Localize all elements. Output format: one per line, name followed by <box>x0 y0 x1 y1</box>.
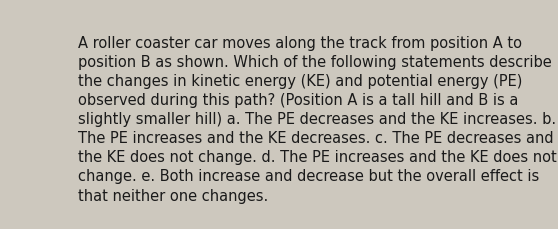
Text: observed during this path? (Position A is a tall hill and B is a: observed during this path? (Position A i… <box>78 93 518 107</box>
Text: the KE does not change. d. The PE increases and the KE does not: the KE does not change. d. The PE increa… <box>78 150 556 165</box>
Text: the changes in kinetic energy (KE) and potential energy (PE): the changes in kinetic energy (KE) and p… <box>78 74 522 88</box>
Text: change. e. Both increase and decrease but the overall effect is: change. e. Both increase and decrease bu… <box>78 169 539 184</box>
Text: position B as shown. Which of the following statements describe: position B as shown. Which of the follow… <box>78 55 551 69</box>
Text: The PE increases and the KE decreases. c. The PE decreases and: The PE increases and the KE decreases. c… <box>78 131 553 146</box>
Text: A roller coaster car moves along the track from position A to: A roller coaster car moves along the tra… <box>78 35 522 50</box>
Text: that neither one changes.: that neither one changes. <box>78 188 268 203</box>
Text: slightly smaller hill) a. The PE decreases and the KE increases. b.: slightly smaller hill) a. The PE decreas… <box>78 112 556 127</box>
